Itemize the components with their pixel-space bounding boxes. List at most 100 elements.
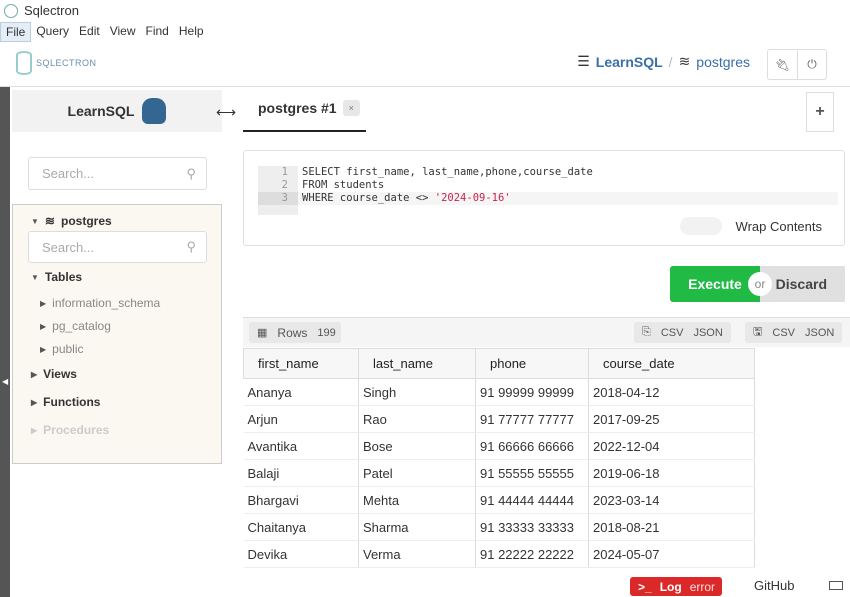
copy-icon: ⎘: [642, 326, 651, 338]
table-cell[interactable]: 2022-12-04: [588, 432, 755, 460]
sidebar-search-input[interactable]: Search... ⚲: [28, 157, 207, 190]
save-group: 🖫︎ CSV JSON: [745, 322, 843, 343]
save-icon: 🖫︎: [753, 326, 763, 338]
table-cell[interactable]: 91 22222 22222: [475, 540, 589, 568]
menu-query[interactable]: Query: [36, 24, 70, 38]
tables-label: Tables: [44, 270, 83, 284]
schema-label: pg_catalog: [52, 319, 111, 333]
table-cell[interactable]: 91 99999 99999: [475, 378, 589, 406]
table-cell[interactable]: Sharma: [358, 513, 476, 541]
sql-editor[interactable]: 1 SELECT first_name, last_name,phone,cour…: [243, 150, 845, 246]
search-placeholder: Search...: [42, 166, 95, 181]
tree-functions[interactable]: ▶ Functions: [31, 395, 100, 409]
line-code: FROM students: [302, 179, 385, 191]
tree-schema[interactable]: ▶ pg_catalog: [40, 319, 111, 333]
table-cell[interactable]: Chaitanya: [243, 513, 359, 541]
database-tree: ▼ ≋ postgres Search... ⚲ ▼ Tables ▶ informati…: [12, 204, 222, 464]
table-cell[interactable]: 2024-05-07: [588, 540, 755, 568]
table-cell[interactable]: Avantika: [243, 432, 359, 460]
keyboard-icon[interactable]: [829, 581, 843, 590]
table-row[interactable]: Ananya Singh 91 99999 99999 2018-04-12: [243, 378, 755, 406]
caret-right-icon: ▶: [40, 298, 47, 308]
column-header[interactable]: last_name: [358, 348, 476, 379]
table-cell[interactable]: 2023-03-14: [588, 486, 755, 514]
save-json-button[interactable]: JSON: [805, 326, 835, 339]
breadcrumb-database[interactable]: postgres: [696, 53, 750, 70]
tree-tables[interactable]: ▼ Tables: [31, 270, 82, 284]
menu-help[interactable]: Help: [178, 24, 204, 38]
table-cell[interactable]: 2018-04-12: [588, 378, 755, 406]
tree-procedures[interactable]: ▶ Procedures: [31, 423, 109, 437]
breadcrumb-server[interactable]: LearnSQL: [595, 53, 663, 70]
table-cell[interactable]: 91 44444 44444: [475, 486, 589, 514]
tab-postgres-1[interactable]: postgres #1 ×: [258, 100, 360, 116]
log-label: Log: [659, 579, 682, 594]
table-cell[interactable]: 91 77777 77777: [475, 405, 589, 433]
title-bar: Sqlectron: [0, 0, 850, 21]
column-header[interactable]: first_name: [243, 348, 359, 379]
copy-csv-button[interactable]: CSV: [660, 326, 684, 339]
tree-schema[interactable]: ▶ information_schema: [40, 296, 160, 310]
wrap-contents-toggle[interactable]: Wrap Contents: [679, 217, 822, 235]
logo[interactable]: SQLECTRON: [16, 51, 97, 75]
tree-schema[interactable]: ▶ public: [40, 342, 84, 356]
table-cell[interactable]: 91 55555 55555: [475, 459, 589, 487]
save-csv-button[interactable]: CSV: [772, 326, 795, 339]
caret-right-icon: ▶: [40, 344, 47, 354]
table-cell[interactable]: Ananya: [243, 378, 359, 406]
add-tab-button[interactable]: +: [806, 92, 834, 132]
toggle-switch[interactable]: [679, 217, 722, 235]
table-row[interactable]: Bhargavi Mehta 91 44444 44444 2023-03-14: [243, 486, 755, 514]
discard-button[interactable]: Discard: [760, 266, 845, 302]
table-cell[interactable]: 91 33333 33333: [475, 513, 589, 541]
table-cell[interactable]: 91 66666 66666: [475, 432, 589, 460]
table-row[interactable]: Avantika Bose 91 66666 66666 2022-12-04: [243, 432, 755, 460]
column-header[interactable]: phone: [475, 348, 589, 379]
table-cell[interactable]: Rao: [358, 405, 476, 433]
caret-down-icon: ▼: [31, 216, 39, 226]
column-header[interactable]: course_date: [588, 348, 755, 379]
execute-button[interactable]: Execute: [670, 266, 760, 302]
menu-view[interactable]: View: [109, 24, 136, 38]
table-cell[interactable]: Devika: [243, 540, 359, 568]
table-cell[interactable]: 2017-09-25: [588, 405, 755, 433]
log-status: error: [689, 579, 716, 594]
table-cell[interactable]: Arjun: [243, 405, 359, 433]
table-cell[interactable]: Verma: [358, 540, 476, 568]
table-row[interactable]: Chaitanya Sharma 91 33333 33333 2018-08-21: [243, 513, 755, 541]
terminal-icon: >_: [638, 579, 652, 594]
functions-label: Functions: [43, 395, 101, 409]
table-cell[interactable]: Bose: [358, 432, 476, 460]
table-row[interactable]: Balaji Patel 91 55555 55555 2019-06-18: [243, 459, 755, 487]
line-number: 3: [258, 192, 298, 205]
line-number: 2: [258, 179, 298, 192]
table-cell[interactable]: Balaji: [243, 459, 359, 487]
menu-edit[interactable]: Edit: [79, 24, 100, 38]
table-row[interactable]: Arjun Rao 91 77777 77777 2017-09-25: [243, 405, 755, 433]
tab-close-button[interactable]: ×: [342, 100, 360, 116]
tree-db-postgres[interactable]: ▼ ≋ postgres: [31, 214, 112, 228]
editor-line-active: 3 WHERE course_date <> '2024-09-16': [258, 192, 838, 205]
menu-find[interactable]: Find: [145, 24, 169, 38]
table-row[interactable]: Devika Verma 91 22222 22222 2024-05-07: [243, 540, 755, 568]
disconnect-plug-icon[interactable]: 🔌︎: [774, 57, 791, 72]
resize-handle-icon[interactable]: ⟷: [216, 104, 237, 120]
schema-label: information_schema: [52, 296, 161, 310]
table-cell[interactable]: Singh: [358, 378, 476, 406]
db-search-input[interactable]: Search... ⚲: [28, 231, 207, 263]
app-icon: [4, 3, 18, 18]
active-tab-indicator: [243, 130, 366, 132]
menu-file[interactable]: File: [0, 22, 32, 42]
table-cell[interactable]: Bhargavi: [243, 486, 359, 514]
table-cell[interactable]: 2018-08-21: [588, 513, 755, 541]
table-cell[interactable]: Mehta: [358, 486, 476, 514]
caret-right-icon: ▶: [40, 321, 47, 331]
sidebar-collapse-strip[interactable]: ◀: [0, 87, 10, 597]
tree-views[interactable]: ▶ Views: [31, 367, 77, 381]
log-button[interactable]: >_ Log error: [630, 577, 722, 596]
table-cell[interactable]: Patel: [358, 459, 476, 487]
copy-json-button[interactable]: JSON: [693, 326, 723, 339]
github-link[interactable]: GitHub: [754, 578, 795, 593]
table-cell[interactable]: 2019-06-18: [588, 459, 755, 487]
power-icon[interactable]: ⏻: [797, 50, 826, 79]
